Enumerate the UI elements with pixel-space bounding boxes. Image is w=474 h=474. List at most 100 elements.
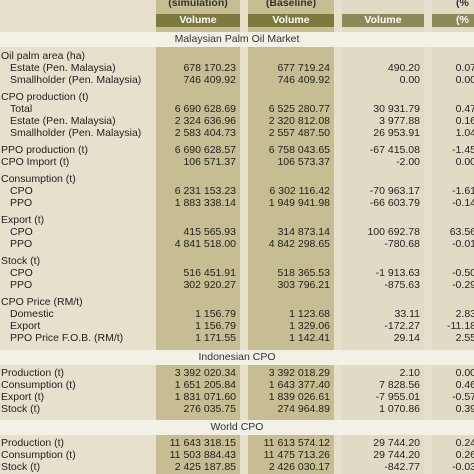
change-volume-value: 30 931.79 [373, 103, 420, 115]
change-volume-unit-header: Volume [342, 14, 424, 27]
change-volume-value: -842.77 [384, 461, 420, 473]
simulation-value: 11 503 884.43 [169, 449, 236, 461]
change-percent-unit-header: (% [432, 14, 474, 27]
change-volume-value: 490.20 [387, 62, 420, 74]
row-label: Export (t) [1, 391, 45, 403]
change-volume-value: 29 744.20 [373, 449, 420, 461]
change-percent-value: 0.24 [455, 437, 474, 449]
row-label: Consumption (t) [1, 449, 76, 461]
change-percent-value: 63.56 [449, 226, 474, 238]
simulation-value: 3 392 020.34 [174, 367, 236, 379]
row-label: Oil palm area (ha) [1, 50, 86, 62]
simulation-unit-header: Volume [156, 14, 240, 27]
table-row: PPO production (t) 6 690 628.57 6 758 043.… [0, 144, 474, 156]
change-percent-value: 2.55 [455, 332, 474, 344]
simulation-value: 2 583 404.73 [174, 127, 236, 139]
baseline-value: 677 719.24 [277, 62, 330, 74]
change-volume-value: 0.00 [399, 74, 420, 86]
table-row: Estate (Pen. Malaysia) 2 324 636.96 2 320 … [0, 115, 474, 127]
change-volume-value: -70 963.17 [369, 185, 420, 197]
table-row: CPO Import (t) 106 571.37 106 573.37 -2.00 0… [0, 156, 474, 168]
row-label: Export (t) [1, 214, 45, 226]
change-percent-value: 2.83 [455, 308, 474, 320]
table-row: PPO Price F.O.B. (RM/t) 1 171.55 1 142.41 2… [0, 332, 474, 344]
row-label: Production (t) [1, 367, 65, 379]
change-percent-value: -0.01 [452, 238, 474, 250]
table-row: Export (t) [0, 214, 474, 226]
table-row: Production (t) 3 392 020.34 3 392 018.29 2.… [0, 367, 474, 379]
row-label: PPO Price F.O.B. (RM/t) [10, 332, 124, 344]
simulation-value: 1 831 071.60 [174, 391, 236, 403]
table-row: Production (t) 11 643 318.15 11 613 574.12… [0, 437, 474, 449]
change-volume-value: -67 415.08 [369, 144, 420, 156]
table-row: Consumption (t) 11 503 884.43 11 475 713.2… [0, 449, 474, 461]
change-volume-value: 29 744.20 [373, 437, 420, 449]
column-gap [334, 0, 342, 474]
simulation-value: 6 690 628.69 [174, 103, 236, 115]
simulation-value: 746 409.92 [183, 74, 236, 86]
baseline-value: 1 949 941.98 [268, 197, 330, 209]
row-label: Smallholder (Pen. Malaysia) [10, 127, 142, 139]
change-percent-value: 0.39 [455, 403, 474, 415]
change-percent-value: -0.03 [452, 461, 474, 473]
simulation-value: 678 170.23 [183, 62, 236, 74]
row-label: CPO [10, 267, 33, 279]
baseline-value: 1 123.68 [289, 308, 330, 320]
section-malaysia: Malaysian Palm Oil Market [0, 32, 474, 47]
table-row: Consumption (t) 1 651 205.84 1 643 377.40 7… [0, 379, 474, 391]
row-label: CPO Import (t) [1, 156, 70, 168]
simulation-value: 1 171.55 [195, 332, 236, 344]
baseline-value: 1 142.41 [289, 332, 330, 344]
baseline-value: 2 557 487.50 [268, 127, 330, 139]
baseline-value: 6 302 116.42 [269, 185, 330, 197]
change-volume-value: -2.00 [396, 156, 420, 168]
percent-header: (% [456, 0, 469, 9]
change-percent-column-bg [432, 0, 474, 474]
column-gap [424, 0, 432, 474]
change-volume-value: 29.14 [393, 332, 420, 344]
baseline-value: 4 842 298.65 [268, 238, 330, 250]
change-volume-value: 2.10 [399, 367, 420, 379]
row-label: CPO Price (RM/t) [1, 296, 83, 308]
baseline-value: 2 320 812.08 [268, 115, 330, 127]
baseline-value: 2 426 030.17 [268, 461, 330, 473]
table-row: CPO 516 451.91 518 365.53 -1 913.63 -0.50 [0, 267, 474, 279]
change-percent-value: 0.00 [455, 156, 474, 168]
change-percent-value: 0.07 [455, 62, 474, 74]
change-percent-value: -1.61 [452, 185, 474, 197]
simulation-value: 11 643 318.15 [169, 437, 236, 449]
table-row: CPO 415 565.93 314 873.14 100 692.78 63.56 [0, 226, 474, 238]
row-label: Estate (Pen. Malaysia) [10, 115, 116, 127]
baseline-column-bg [248, 0, 334, 474]
change-volume-value: 3 977.88 [379, 115, 420, 127]
simulation-value: 6 690 628.57 [174, 144, 236, 156]
row-label: Total [10, 103, 33, 115]
row-label: Export [10, 320, 41, 332]
simulation-column-bg [156, 0, 240, 474]
table-row: CPO 6 231 153.23 6 302 116.42 -70 963.17 -1.… [0, 185, 474, 197]
change-percent-value: 0.26 [455, 449, 474, 461]
change-percent-value: 1.04 [455, 127, 474, 139]
change-volume-value: -172.27 [384, 320, 420, 332]
simulation-value: 1 156.79 [195, 320, 236, 332]
table-row: Export 1 156.79 1 329.06 -172.27 -11.18 [0, 320, 474, 332]
row-label: PPO [10, 197, 33, 209]
row-label: CPO [10, 185, 33, 197]
row-label: PPO [10, 238, 33, 250]
row-label: Production (t) [1, 437, 65, 449]
simulation-value: 302 920.27 [183, 279, 236, 291]
column-gap [240, 0, 248, 474]
change-volume-value: -7 955.01 [375, 391, 420, 403]
simulation-value: 1 651 205.84 [174, 379, 236, 391]
row-label: Consumption (t) [1, 173, 76, 185]
change-volume-value: -66 603.79 [369, 197, 420, 209]
change-percent-value: -0.14 [452, 197, 474, 209]
row-label: CPO production (t) [1, 91, 89, 103]
change-volume-value: 26 953.91 [373, 127, 420, 139]
section-indonesia: Indonesian CPO [0, 350, 474, 365]
baseline-value: 1 839 026.61 [268, 391, 330, 403]
baseline-value: 11 475 713.26 [263, 449, 330, 461]
change-percent-value: -0.29 [452, 279, 474, 291]
table-row: Smallholder (Pen. Malaysia) 746 409.92 746… [0, 74, 474, 86]
